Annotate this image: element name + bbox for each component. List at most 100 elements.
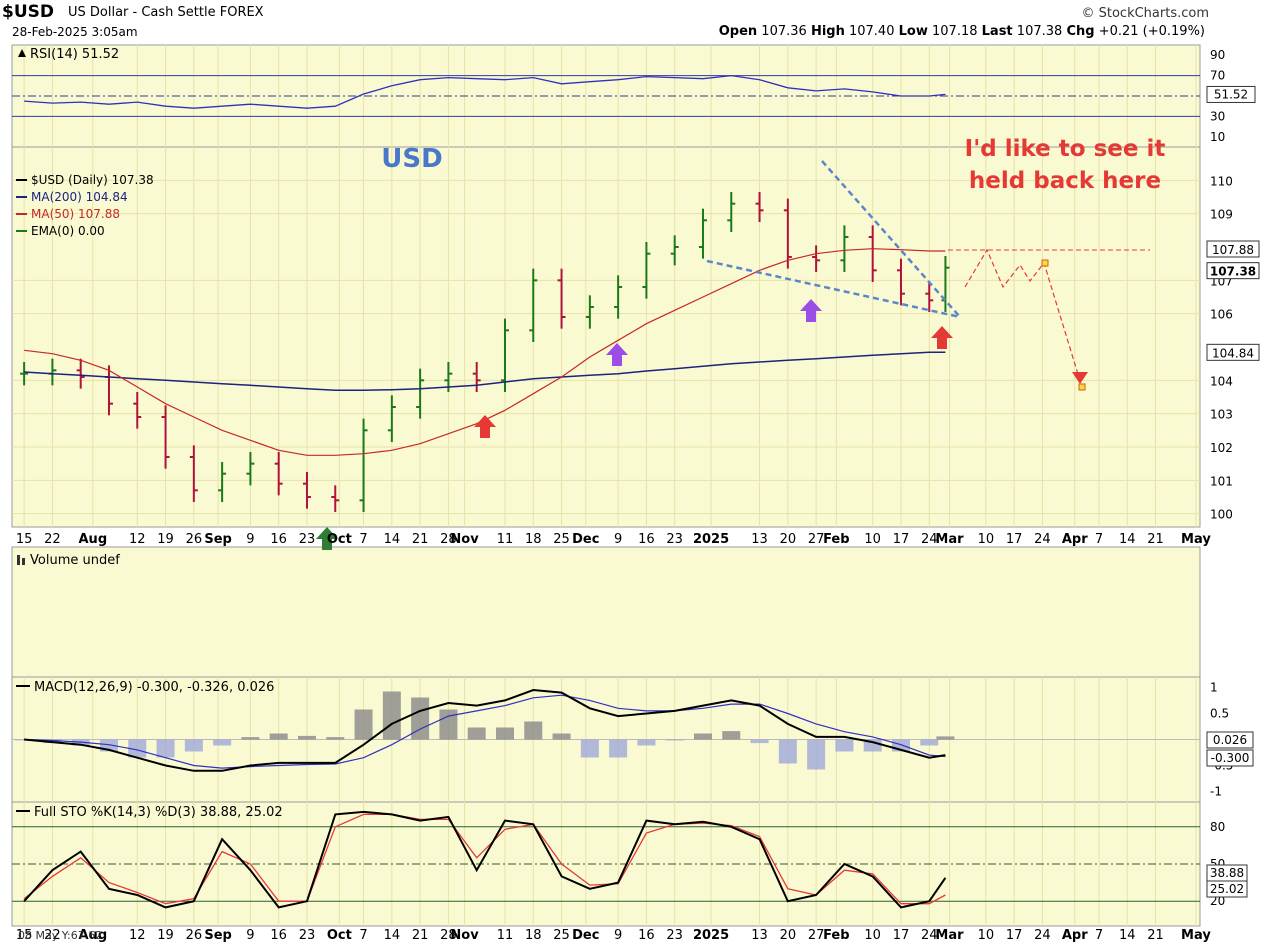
bottom-xtick-2: Aug (79, 928, 108, 942)
price-xtick-17: 18 (525, 532, 542, 547)
price-xtick-0: 15 (16, 532, 33, 547)
rsi-value-tag: 51.52 (1214, 87, 1248, 101)
chart-grid (12, 45, 1200, 926)
volume-icon-bar-2 (22, 558, 25, 565)
green-arrow-up-sep (316, 527, 338, 550)
bottom-xtick-15: Nov (450, 928, 479, 942)
low-value: 107.18 (932, 24, 978, 39)
price-tag-box-2 (1206, 343, 1260, 361)
macd-hist-bar-20 (580, 739, 599, 758)
price-legend-0: $USD (Daily) 107.38 (31, 173, 154, 187)
stoch-tag-1: 25.02 (1210, 882, 1244, 896)
bottom-xtick-25: 20 (780, 928, 797, 942)
bottom-xtick-31: Mar (935, 928, 964, 942)
macd-hist-bar-12 (354, 709, 373, 740)
bottom-xtick-0: 15 (16, 928, 33, 942)
price-xtick-2: Aug (79, 532, 108, 547)
price-tag-box-1 (1206, 262, 1260, 280)
price-xtick-30: 24 (921, 532, 938, 547)
price-xtick-35: Apr (1062, 532, 1088, 547)
stoch-title: Full STO %K(14,3) %D(3) 38.88, 25.02 (34, 805, 283, 820)
macd-hist-bar-6 (184, 739, 203, 752)
high-label: High (810, 24, 845, 39)
price-xtick-6: Sep (204, 532, 232, 547)
price-bar-8 (246, 452, 255, 486)
upper-trend-line (821, 160, 961, 318)
price-bar-4 (133, 392, 142, 429)
price-legend-1: MA(200) 104.84 (31, 190, 128, 204)
usd-annotation: USD (381, 144, 442, 174)
ma200-line (24, 351, 946, 392)
macd-tag-1: -0.300 (1211, 751, 1250, 765)
price-legend-2: MA(50) 107.88 (31, 207, 120, 221)
price-xtick-38: 21 (1147, 532, 1164, 547)
price-bar-14 (416, 368, 425, 419)
chart-series (15, 74, 955, 909)
price-xtick-10: Oct (327, 532, 352, 547)
price-bar-31 (896, 258, 905, 306)
price-bar-28 (812, 245, 821, 272)
price-bar-32 (925, 282, 934, 312)
price-bar-30 (868, 225, 877, 282)
macd-hist-bar-22 (637, 739, 656, 746)
bottom-xtick-18: 25 (553, 928, 570, 942)
bottom-xtick-27: Feb (823, 928, 849, 942)
macd-hist-bar-7 (213, 739, 232, 746)
price-xtick-31: Mar (935, 532, 964, 547)
price-xtick-39: May (1181, 532, 1211, 547)
macd-hist-bar-25 (722, 731, 741, 740)
price-tag-box-0 (1206, 240, 1260, 258)
price-xtick-1: 22 (44, 532, 61, 547)
price-xtick-4: 19 (157, 532, 174, 547)
price-bar-26 (755, 192, 764, 222)
price-xtick-29: 17 (893, 532, 910, 547)
stoch-k-line (23, 810, 947, 909)
chg-label: Chg (1066, 24, 1095, 39)
price-xtick-12: 14 (384, 532, 401, 547)
macd-signal-line (24, 694, 946, 769)
price-tag-2: 104.84 (1212, 346, 1254, 360)
price-bar-23 (670, 235, 679, 266)
bottom-xtick-36: 7 (1095, 928, 1103, 942)
price-tag-0: 107.88 (1212, 243, 1254, 257)
rsi-ytick-4: 10 (1210, 130, 1225, 144)
purple-arrow-up-dec (606, 343, 628, 366)
price-xtick-14: 28 (440, 532, 457, 547)
stoch-tag-0: 38.88 (1210, 866, 1244, 880)
price-xtick-11: 7 (359, 532, 367, 547)
bottom-xtick-6: Sep (204, 928, 232, 942)
projection-arrowhead (1072, 372, 1088, 384)
price-ytick-8: 110 (1210, 174, 1233, 188)
macd-hist-bar-15 (439, 709, 458, 740)
vol-panel-bg (11, 546, 1201, 678)
macd-hist-bar-32 (920, 739, 939, 746)
macd-hist-bar-17 (495, 727, 514, 740)
bottom-xtick-13: 21 (412, 928, 429, 942)
high-value: 107.40 (848, 24, 895, 39)
macd-hist-bar-21 (609, 739, 628, 758)
rsi-line (24, 74, 946, 109)
bottom-xtick-38: 21 (1147, 928, 1164, 942)
price-xtick-36: 7 (1095, 532, 1103, 547)
bottom-xtick-9: 23 (299, 928, 316, 942)
macd-hist-bar-10 (297, 735, 316, 740)
price-xtick-7: 9 (246, 532, 254, 547)
price-xtick-25: 20 (780, 532, 797, 547)
projection-marker-1 (1041, 259, 1049, 267)
price-xtick-32: 10 (978, 532, 995, 547)
price-xtick-24: 13 (751, 532, 768, 547)
price-bar-20 (585, 295, 594, 329)
price-xtick-23: 2025 (693, 532, 729, 547)
purple-arrow-up-jan (800, 299, 822, 322)
macd-hist-bar-8 (241, 737, 260, 740)
bottom-xtick-8: 16 (270, 928, 287, 942)
rsi-ytick-3: 30 (1210, 109, 1225, 123)
bottom-xtick-12: 14 (384, 928, 401, 942)
lower-trend-line (706, 259, 961, 319)
stoch-ytick-0: 80 (1210, 820, 1225, 834)
macd-line (24, 688, 946, 772)
price-bar-24 (698, 208, 707, 259)
price-ytick-7: 109 (1210, 208, 1233, 222)
open-label: Open (718, 24, 758, 39)
